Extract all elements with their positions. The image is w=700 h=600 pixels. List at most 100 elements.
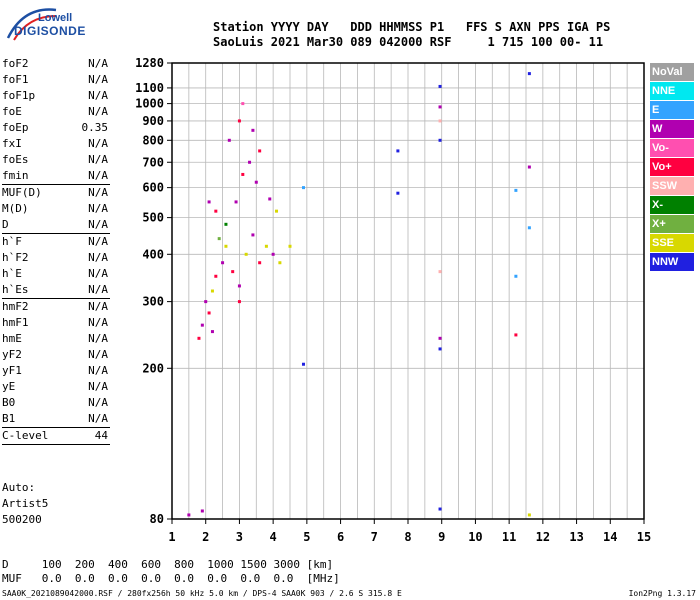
x-tick-label: 14 <box>603 530 617 544</box>
param-separator <box>2 184 110 185</box>
param-name: yF2 <box>2 348 22 361</box>
param-row: foF1p N/A <box>0 88 112 104</box>
echo-point <box>237 119 241 123</box>
param-row: h`F N/A <box>0 234 112 250</box>
auto-label: Auto: <box>2 481 36 494</box>
param-name: hmF2 <box>2 300 29 313</box>
param-name: foEs <box>2 153 29 166</box>
echo-point <box>224 222 228 226</box>
x-tick-label: 13 <box>569 530 583 544</box>
echo-point <box>207 200 211 204</box>
param-row: hmF1 N/A <box>0 315 112 331</box>
param-row: MUF(D) N/A <box>0 185 112 201</box>
legend-item: X- <box>650 196 694 214</box>
y-tick-label: 500 <box>142 211 164 225</box>
param-name: B0 <box>2 396 16 409</box>
param-separator <box>2 233 110 234</box>
echo-point <box>258 149 262 153</box>
echo-point <box>197 336 201 340</box>
x-tick-label: 12 <box>536 530 550 544</box>
echo-point <box>200 323 204 327</box>
param-row: fmin N/A <box>0 168 112 184</box>
parameter-list: foF2 N/A foF1 N/A foF1p N/A foE N/A foEp 0.35 fxI N… <box>0 56 112 445</box>
echo-point <box>254 180 258 184</box>
echo-point <box>438 347 442 351</box>
legend-item: NNE <box>650 82 694 100</box>
digisonde-logo: Lowell DIGISONDE <box>4 4 85 44</box>
param-separator <box>2 298 110 299</box>
echo-point <box>207 311 211 315</box>
logo-brand: Lowell <box>38 12 73 24</box>
auto-version: 500200 <box>2 513 42 526</box>
echo-point <box>237 284 241 288</box>
echo-point <box>514 333 518 337</box>
echo-point <box>514 274 518 278</box>
echo-point <box>217 237 221 241</box>
param-row: B0 N/A <box>0 395 112 411</box>
x-tick-label: 8 <box>404 530 411 544</box>
param-name: C-level <box>2 429 49 442</box>
param-row: h`F2 N/A <box>0 250 112 266</box>
echo-point <box>278 261 282 265</box>
y-tick-label: 700 <box>142 155 164 169</box>
param-name: D <box>2 218 9 231</box>
param-name: foE <box>2 105 22 118</box>
footer-file-info: SAA0K_2021089042000.RSF / 280fx256h 50 k… <box>2 589 402 598</box>
header-line-1: Station YYYY DAY DDD HHMMSS P1 FFS S AXN… <box>213 20 611 34</box>
param-value: N/A <box>88 105 108 118</box>
auto-program: Artist5 <box>2 497 49 510</box>
footer-version: Ion2Png 1.3.17 <box>628 589 696 598</box>
y-tick-label: 600 <box>142 181 164 195</box>
legend-item: NNW <box>650 253 694 271</box>
param-value: N/A <box>88 348 108 361</box>
param-name: h`F <box>2 235 22 248</box>
echo-point <box>251 233 255 237</box>
param-value: N/A <box>88 137 108 150</box>
param-name: M(D) <box>2 202 29 215</box>
param-row: h`E N/A <box>0 266 112 282</box>
legend-item: SSE <box>650 234 694 252</box>
param-name: h`E <box>2 267 22 280</box>
param-row: hmE N/A <box>0 331 112 347</box>
echo-point <box>288 244 292 248</box>
echo-point <box>200 509 204 513</box>
legend-item: SSW <box>650 177 694 195</box>
param-row: foE N/A <box>0 104 112 120</box>
param-value: N/A <box>88 300 108 313</box>
echo-point <box>214 274 218 278</box>
param-value: N/A <box>88 316 108 329</box>
param-value: N/A <box>88 235 108 248</box>
param-name: MUF(D) <box>2 186 42 199</box>
param-value: N/A <box>88 332 108 345</box>
echo-point <box>438 336 442 340</box>
echo-point <box>438 119 442 123</box>
polarization-legend: NoVal NNE E W Vo- Vo+ SSW X- X+ SSE NNW <box>650 63 694 272</box>
y-tick-label: 80 <box>150 512 164 526</box>
x-tick-label: 2 <box>202 530 209 544</box>
autoscaling-info: Auto: Artist5 500200 <box>2 480 48 528</box>
echo-point <box>227 138 231 142</box>
legend-item: NoVal <box>650 63 694 81</box>
param-name: h`F2 <box>2 251 29 264</box>
y-tick-label: 1000 <box>135 97 164 111</box>
echo-point <box>527 226 531 230</box>
chart-points <box>187 72 531 517</box>
param-name: B1 <box>2 412 16 425</box>
legend-item: Vo+ <box>650 158 694 176</box>
legend-item: E <box>650 101 694 119</box>
x-tick-label: 15 <box>637 530 651 544</box>
y-tick-label: 400 <box>142 247 164 261</box>
param-value: N/A <box>88 283 108 296</box>
echo-point <box>396 191 400 195</box>
legend-item: Vo- <box>650 139 694 157</box>
echo-point <box>268 197 272 201</box>
param-value: N/A <box>88 251 108 264</box>
param-row: foF2 N/A <box>0 56 112 72</box>
echo-point <box>210 289 214 293</box>
param-name: hmF1 <box>2 316 29 329</box>
echo-point <box>210 330 214 334</box>
echo-point <box>438 270 442 274</box>
y-tick-label: 1280 <box>135 56 164 70</box>
echo-point <box>438 105 442 109</box>
param-row: h`Es N/A <box>0 282 112 298</box>
